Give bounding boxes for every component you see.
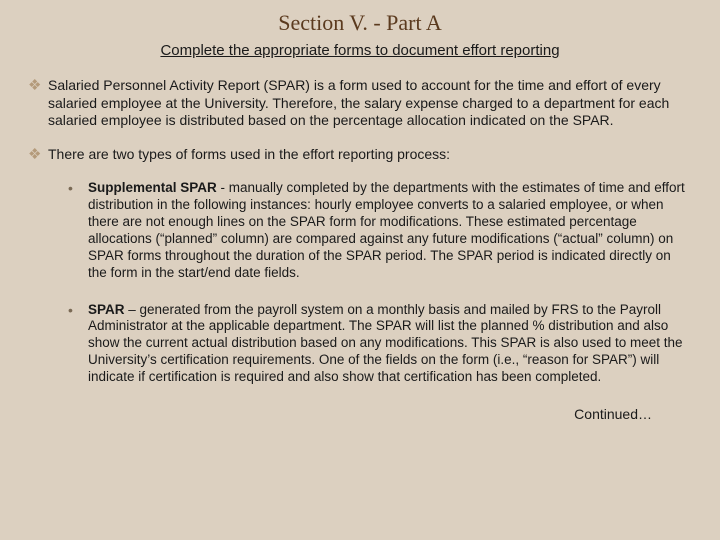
sub-text: Supplemental SPAR - manually completed b… — [88, 180, 692, 281]
bullet-item: ❖ There are two types of forms used in t… — [28, 146, 692, 165]
diamond-bullet-icon: ❖ — [28, 146, 48, 165]
bullet-text: Salaried Personnel Activity Report (SPAR… — [48, 77, 692, 130]
sub-item: • Supplemental SPAR - manually completed… — [68, 180, 692, 281]
sub-rest: – generated from the payroll system on a… — [88, 302, 683, 385]
diamond-bullet-icon: ❖ — [28, 77, 48, 130]
section-subtitle: Complete the appropriate forms to docume… — [28, 42, 692, 59]
dot-bullet-icon: • — [68, 180, 88, 281]
dot-bullet-icon: • — [68, 302, 88, 386]
sub-item: • SPAR – generated from the payroll syst… — [68, 302, 692, 386]
sub-lead: Supplemental SPAR — [88, 180, 217, 195]
sub-text: SPAR – generated from the payroll system… — [88, 302, 692, 386]
continued-label: Continued… — [28, 406, 692, 422]
bullet-item: ❖ Salaried Personnel Activity Report (SP… — [28, 77, 692, 130]
section-title: Section V. - Part A — [28, 10, 692, 36]
sub-list: • Supplemental SPAR - manually completed… — [68, 180, 692, 386]
bullet-text: There are two types of forms used in the… — [48, 146, 692, 165]
sub-lead: SPAR — [88, 302, 125, 317]
